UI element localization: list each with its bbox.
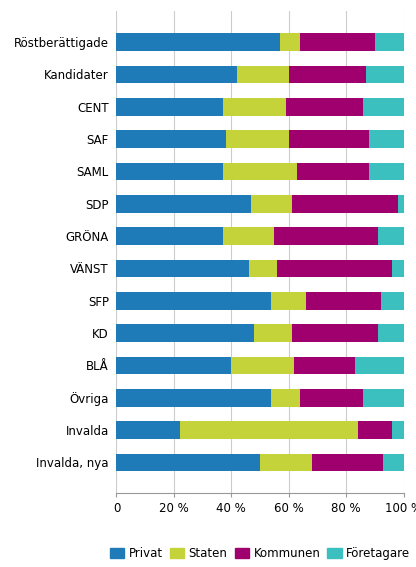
Bar xyxy=(116,195,251,213)
Bar xyxy=(116,292,272,310)
Bar xyxy=(280,33,300,51)
Bar xyxy=(289,66,366,83)
Bar xyxy=(363,98,404,116)
Bar xyxy=(260,454,312,471)
Bar xyxy=(292,324,378,342)
Bar xyxy=(398,195,404,213)
Bar xyxy=(355,357,404,374)
Bar xyxy=(366,66,404,83)
Bar xyxy=(306,292,381,310)
Bar xyxy=(363,389,404,407)
Bar xyxy=(116,421,180,439)
Bar xyxy=(180,421,358,439)
Bar xyxy=(223,227,275,245)
Bar xyxy=(116,454,260,471)
Bar xyxy=(116,98,223,116)
Bar xyxy=(116,130,225,148)
Bar xyxy=(292,195,398,213)
Bar xyxy=(116,260,248,277)
Bar xyxy=(116,389,272,407)
Bar xyxy=(358,421,392,439)
Bar xyxy=(369,163,404,180)
Bar xyxy=(116,324,254,342)
Legend: Privat, Staten, Kommunen, Företagare: Privat, Staten, Kommunen, Företagare xyxy=(105,543,415,565)
Bar xyxy=(300,389,363,407)
Bar xyxy=(116,33,280,51)
Bar xyxy=(116,357,231,374)
Bar xyxy=(254,324,292,342)
Bar xyxy=(116,227,223,245)
Bar xyxy=(277,260,392,277)
Bar xyxy=(392,260,404,277)
Bar xyxy=(248,260,277,277)
Bar xyxy=(231,357,295,374)
Bar xyxy=(225,130,289,148)
Bar xyxy=(223,98,286,116)
Bar xyxy=(378,227,404,245)
Bar xyxy=(295,357,355,374)
Bar xyxy=(375,33,404,51)
Bar xyxy=(297,163,369,180)
Bar xyxy=(378,324,404,342)
Bar xyxy=(275,227,378,245)
Bar xyxy=(272,292,306,310)
Bar xyxy=(392,421,404,439)
Bar xyxy=(381,292,404,310)
Bar xyxy=(286,98,363,116)
Bar xyxy=(251,195,292,213)
Bar xyxy=(116,163,223,180)
Bar xyxy=(300,33,375,51)
Bar xyxy=(272,389,300,407)
Bar xyxy=(116,66,237,83)
Bar xyxy=(237,66,289,83)
Bar xyxy=(369,130,404,148)
Bar xyxy=(223,163,297,180)
Bar xyxy=(289,130,369,148)
Bar xyxy=(384,454,404,471)
Bar xyxy=(312,454,384,471)
